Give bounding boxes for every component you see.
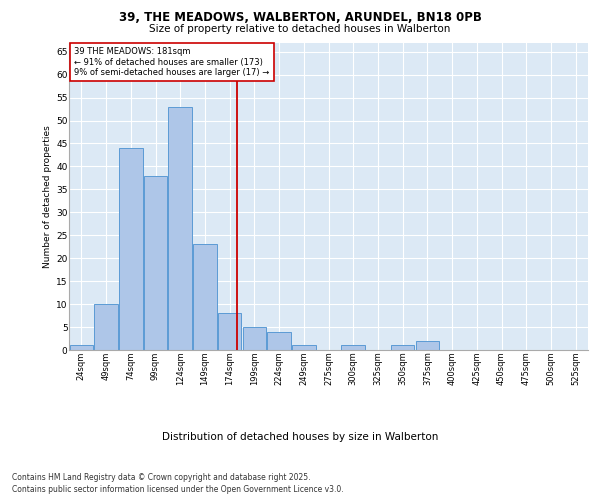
Y-axis label: Number of detached properties: Number of detached properties [43, 125, 52, 268]
Bar [144, 176, 167, 350]
Text: 39, THE MEADOWS, WALBERTON, ARUNDEL, BN18 0PB: 39, THE MEADOWS, WALBERTON, ARUNDEL, BN1… [119, 11, 481, 24]
Bar [242, 327, 266, 350]
Bar [292, 346, 316, 350]
Bar [391, 346, 415, 350]
Text: 39 THE MEADOWS: 181sqm
← 91% of detached houses are smaller (173)
9% of semi-det: 39 THE MEADOWS: 181sqm ← 91% of detached… [74, 47, 269, 77]
Text: Distribution of detached houses by size in Walberton: Distribution of detached houses by size … [162, 432, 438, 442]
Bar [416, 341, 439, 350]
Bar [119, 148, 143, 350]
Bar [218, 314, 241, 350]
Bar [169, 107, 192, 350]
Bar [94, 304, 118, 350]
Bar [268, 332, 291, 350]
Bar [193, 244, 217, 350]
Bar [341, 346, 365, 350]
Text: Contains HM Land Registry data © Crown copyright and database right 2025.: Contains HM Land Registry data © Crown c… [12, 472, 311, 482]
Text: Size of property relative to detached houses in Walberton: Size of property relative to detached ho… [149, 24, 451, 34]
Bar [70, 346, 93, 350]
Text: Contains public sector information licensed under the Open Government Licence v3: Contains public sector information licen… [12, 485, 344, 494]
